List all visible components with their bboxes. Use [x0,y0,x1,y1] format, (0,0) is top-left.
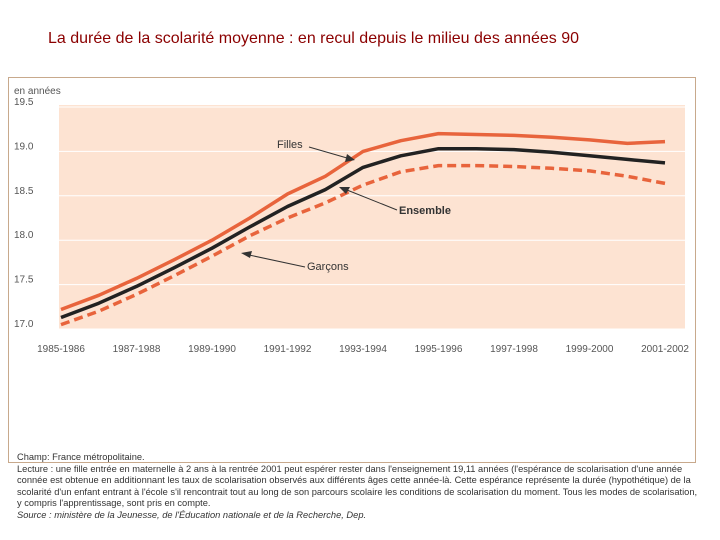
notes-source: Source : ministère de la Jeunesse, de l'… [17,509,367,520]
notes-field: Champ: France métropolitaine. [17,452,145,462]
x-tick-labels: 1985-1986 1987-1988 1989-1990 1991-1992 1993… [37,344,689,355]
slide-title: La durée de la scolarité moyenne : en re… [48,30,579,47]
annotation-ensemble-arrow [346,189,398,211]
annotation-filles-label: Filles [277,139,303,151]
x-tick-label: 1995-1996 [415,344,463,355]
x-tick-label: 1997-1998 [490,344,538,355]
line-chart: 17.0 17.5 18.0 18.5 19.0 19.5 1985-1986 1987-1… [14,86,689,355]
annotation-filles: Filles [277,139,355,162]
y-tick-labels: 17.0 17.5 18.0 18.5 19.0 19.5 [14,97,34,330]
x-tick-label: 1989-1990 [188,344,236,355]
series-line-ensemble [60,146,666,320]
y-tick-label: 18.5 [14,186,34,197]
series-lines [60,131,666,327]
x-tick-label: 1993-1994 [339,344,387,355]
y-tick-label: 19.5 [14,97,34,108]
x-tick-label: 2001-2002 [641,344,689,355]
annotation-garcons-arrowhead [241,251,252,258]
annotation-filles-arrow [308,146,348,159]
gridlines [59,106,685,330]
x-tick-label: 1999-2000 [566,344,614,355]
annotation-garcons-arrow [248,254,306,268]
y-tick-label: 17.0 [14,319,34,330]
notes-reading-3: scolarité d'un enfant entrant à l'école … [17,486,698,497]
figure-frame: 17.0 17.5 18.0 18.5 19.0 19.5 1985-1986 1987-1… [8,77,697,520]
annotation-garcons: Garçons [241,251,349,273]
annotation-ensemble-arrowhead [339,187,350,194]
y-unit-label: en années [14,86,61,97]
notes-reading-4: y compris l'apprentissage, sont pris en … [17,498,211,509]
y-tick-label: 17.5 [14,275,34,286]
plot-background [59,105,685,329]
series-line-garons [60,163,666,327]
y-tick-label: 18.0 [14,230,34,241]
annotation-filles-arrowhead [345,154,355,162]
x-tick-label: 1991-1992 [264,344,312,355]
y-tick-label: 19.0 [14,141,34,152]
x-tick-label: 1987-1988 [113,344,161,355]
annotation-ensemble-label: Ensemble [399,205,451,217]
notes-reading-1: Lecture : une fille entrée en maternelle… [17,463,683,474]
annotation-ensemble: Ensemble [339,187,451,217]
annotation-garcons-label: Garçons [307,261,349,273]
chart-notes: Champ: France métropolitaine. Lecture : … [17,452,699,522]
notes-reading-2: connée est obtenue en additionnant les t… [17,475,691,486]
series-line-filles [60,131,666,312]
x-tick-label: 1985-1986 [37,344,85,355]
